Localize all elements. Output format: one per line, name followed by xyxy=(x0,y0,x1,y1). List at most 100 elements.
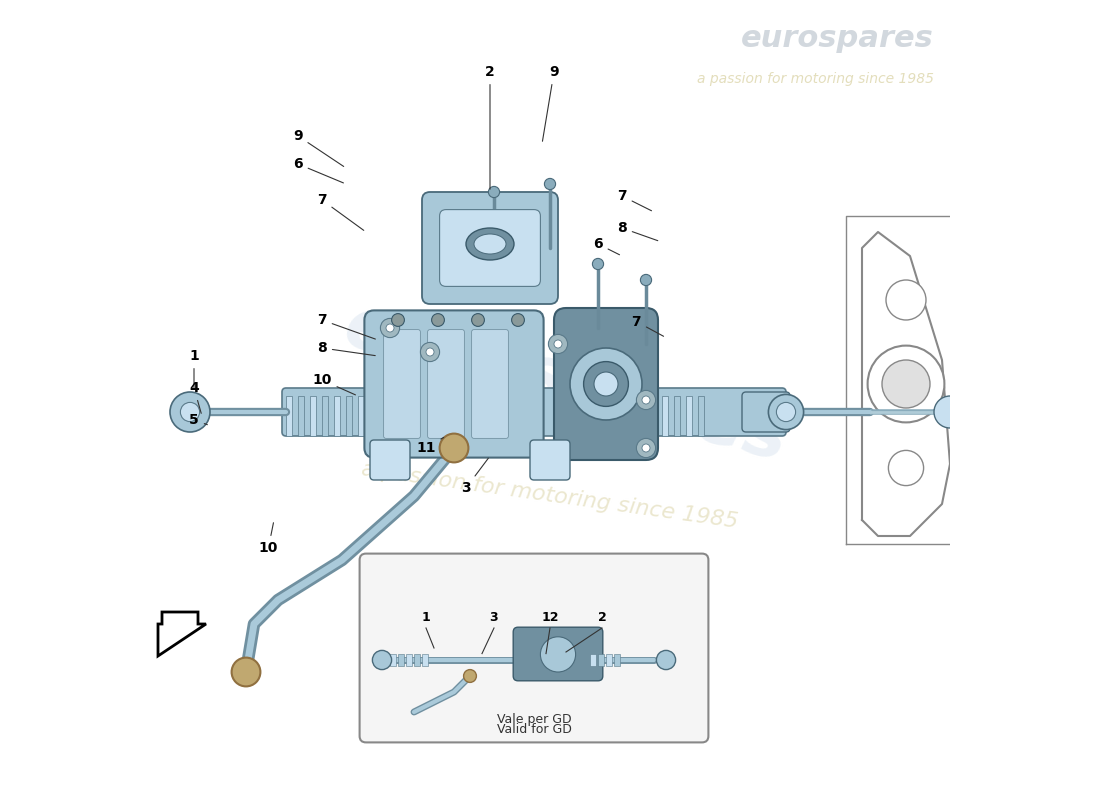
Bar xyxy=(358,396,364,436)
FancyBboxPatch shape xyxy=(282,388,786,436)
Circle shape xyxy=(889,450,924,486)
Bar xyxy=(422,654,428,666)
Circle shape xyxy=(488,186,499,198)
Ellipse shape xyxy=(474,234,506,254)
Bar xyxy=(346,396,352,436)
FancyBboxPatch shape xyxy=(384,330,420,438)
Circle shape xyxy=(544,178,556,190)
Bar xyxy=(390,654,396,666)
Bar xyxy=(674,396,681,436)
Circle shape xyxy=(594,372,618,396)
FancyBboxPatch shape xyxy=(370,440,410,480)
Circle shape xyxy=(934,396,966,428)
Circle shape xyxy=(657,650,675,670)
Bar xyxy=(322,396,329,436)
Bar xyxy=(638,396,645,436)
Text: 7: 7 xyxy=(317,193,364,230)
Text: 9: 9 xyxy=(294,129,343,166)
Bar xyxy=(286,396,293,436)
Text: 5: 5 xyxy=(189,413,208,427)
Circle shape xyxy=(392,314,405,326)
Circle shape xyxy=(637,438,656,458)
Circle shape xyxy=(882,360,930,408)
Text: 3: 3 xyxy=(461,458,488,495)
Bar xyxy=(414,654,419,666)
Circle shape xyxy=(642,396,650,404)
Text: 3: 3 xyxy=(490,611,498,624)
Ellipse shape xyxy=(466,228,514,260)
Circle shape xyxy=(232,658,261,686)
FancyBboxPatch shape xyxy=(428,330,464,438)
Bar xyxy=(298,396,305,436)
Bar xyxy=(698,396,704,436)
Text: eurospares: eurospares xyxy=(741,24,934,53)
Circle shape xyxy=(886,280,926,320)
FancyBboxPatch shape xyxy=(742,392,790,432)
Circle shape xyxy=(642,444,650,452)
Text: 7: 7 xyxy=(631,314,663,336)
Text: a passion for motoring since 1985: a passion for motoring since 1985 xyxy=(361,460,739,532)
Bar xyxy=(686,396,692,436)
Circle shape xyxy=(373,650,392,670)
Circle shape xyxy=(769,394,804,430)
Text: 2: 2 xyxy=(597,611,606,624)
Bar xyxy=(590,654,595,666)
Bar xyxy=(606,654,612,666)
Circle shape xyxy=(472,314,484,326)
Circle shape xyxy=(180,402,199,422)
Text: 9: 9 xyxy=(542,65,559,142)
Text: a passion for motoring since 1985: a passion for motoring since 1985 xyxy=(697,72,934,86)
Circle shape xyxy=(593,258,604,270)
Circle shape xyxy=(640,274,651,286)
Text: Vale per GD: Vale per GD xyxy=(497,714,571,726)
Text: 1: 1 xyxy=(189,349,199,390)
Text: 11: 11 xyxy=(416,438,443,455)
Circle shape xyxy=(777,402,795,422)
Circle shape xyxy=(637,390,656,410)
Text: 10: 10 xyxy=(258,522,278,555)
Text: 8: 8 xyxy=(317,341,375,356)
Text: 7: 7 xyxy=(617,189,651,210)
Text: eurospares: eurospares xyxy=(337,291,795,477)
Circle shape xyxy=(440,434,469,462)
Circle shape xyxy=(420,342,440,362)
Text: 7: 7 xyxy=(317,313,375,339)
Circle shape xyxy=(570,348,642,420)
Text: 6: 6 xyxy=(294,157,343,183)
Circle shape xyxy=(554,340,562,348)
FancyBboxPatch shape xyxy=(554,308,658,460)
Bar xyxy=(398,654,404,666)
Circle shape xyxy=(170,392,210,432)
Bar xyxy=(406,654,411,666)
Circle shape xyxy=(431,314,444,326)
Bar xyxy=(662,396,669,436)
Circle shape xyxy=(868,346,945,422)
Text: 4: 4 xyxy=(189,381,201,414)
Circle shape xyxy=(463,670,476,682)
FancyBboxPatch shape xyxy=(364,310,543,458)
Bar xyxy=(598,654,604,666)
Text: 2: 2 xyxy=(485,65,495,190)
FancyBboxPatch shape xyxy=(422,192,558,304)
FancyBboxPatch shape xyxy=(360,554,708,742)
FancyBboxPatch shape xyxy=(472,330,508,438)
Circle shape xyxy=(512,314,525,326)
Circle shape xyxy=(540,637,575,672)
Bar xyxy=(310,396,317,436)
Text: Valid for GD: Valid for GD xyxy=(496,723,571,736)
Bar xyxy=(334,396,340,436)
Circle shape xyxy=(426,348,434,356)
Text: 10: 10 xyxy=(312,373,355,395)
Bar xyxy=(650,396,657,436)
Circle shape xyxy=(549,334,568,354)
Text: 1: 1 xyxy=(421,611,430,624)
Text: 12: 12 xyxy=(541,611,559,624)
FancyBboxPatch shape xyxy=(514,627,603,681)
FancyBboxPatch shape xyxy=(440,210,540,286)
Text: 8: 8 xyxy=(617,221,658,241)
Circle shape xyxy=(584,362,628,406)
Circle shape xyxy=(381,318,399,338)
Polygon shape xyxy=(158,612,206,656)
Text: 6: 6 xyxy=(593,237,619,254)
Circle shape xyxy=(386,324,394,332)
